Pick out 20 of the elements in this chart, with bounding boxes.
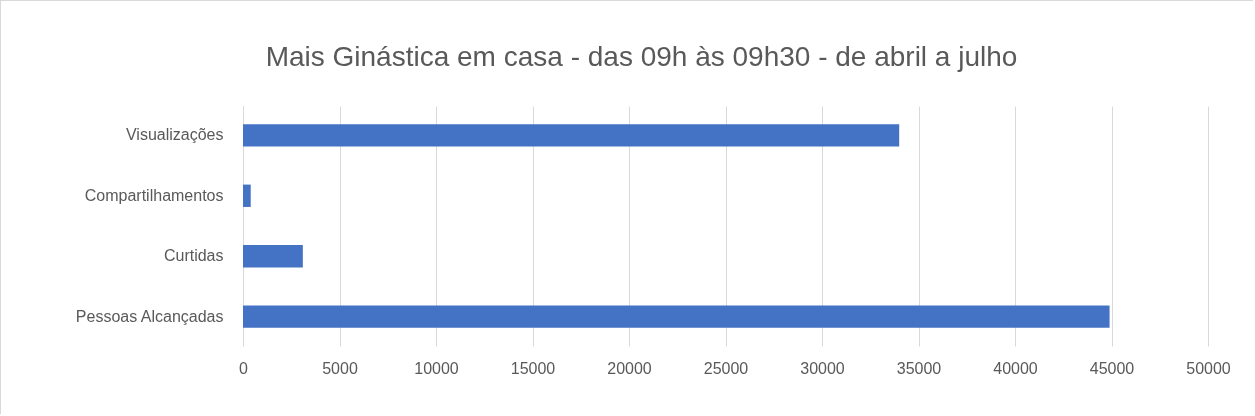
y-tick-label: Compartilhamentos xyxy=(84,186,224,204)
bar xyxy=(243,305,1110,328)
x-tick-label: 50000 xyxy=(1186,359,1231,377)
x-tick-label: 15000 xyxy=(510,359,556,377)
x-tick-label: 0 xyxy=(239,359,249,377)
y-tick-label: Visualizações xyxy=(125,126,224,144)
y-tick-label: Pessoas Alcançadas xyxy=(75,307,224,325)
x-tick-label: 5000 xyxy=(322,359,358,377)
bar xyxy=(243,124,900,147)
bar xyxy=(243,245,303,268)
x-tick-label: 10000 xyxy=(414,359,459,377)
x-tick-label: 20000 xyxy=(607,359,652,377)
y-tick-label: Curtidas xyxy=(163,247,224,265)
x-tick-label: 25000 xyxy=(703,359,749,377)
chart-title: Mais Ginástica em casa - das 09h às 09h30 - de abril a julho xyxy=(265,41,1018,72)
x-tick-label: 45000 xyxy=(1089,359,1135,377)
x-tick-label: 30000 xyxy=(800,359,845,377)
bar xyxy=(243,184,251,207)
x-tick-label: 40000 xyxy=(993,359,1038,377)
x-tick-label: 35000 xyxy=(896,359,942,377)
